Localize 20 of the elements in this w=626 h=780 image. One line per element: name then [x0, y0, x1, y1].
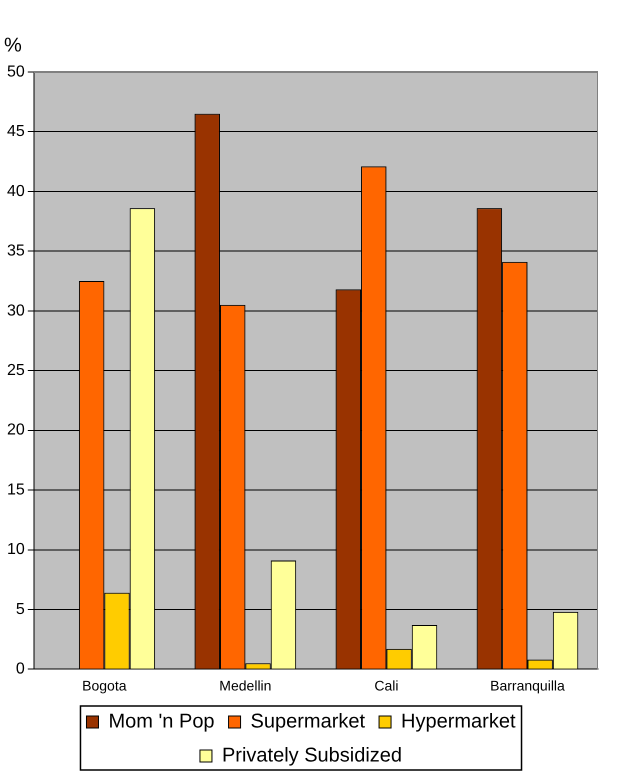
legend-label: Supermarket	[250, 710, 366, 733]
x-tick-label: Bogota	[82, 677, 127, 694]
y-tick-label: 40	[7, 182, 25, 200]
legend-label: Mom 'n Pop	[108, 710, 215, 733]
y-tick-label: 30	[7, 302, 25, 320]
legend-label: Privately Subsidized	[222, 744, 402, 767]
x-tick-label: Cali	[374, 677, 398, 694]
y-tick-label: 25	[7, 362, 25, 380]
legend-label: Hypermarket	[401, 710, 516, 733]
y-tick-label: 15	[7, 481, 25, 498]
x-tick-label: Medellin	[219, 677, 272, 694]
y-tick-label: 0	[16, 660, 25, 678]
y-tick-label: 35	[7, 242, 25, 260]
y-axis-title: %	[4, 34, 22, 57]
x-tick-label: Barranquilla	[490, 677, 566, 694]
y-tick-label: 50	[7, 63, 25, 80]
y-tick-label: 10	[7, 541, 25, 558]
y-tick-label: 20	[7, 422, 25, 439]
y-tick-label: 45	[7, 123, 25, 140]
y-tick-label: 5	[16, 600, 25, 618]
